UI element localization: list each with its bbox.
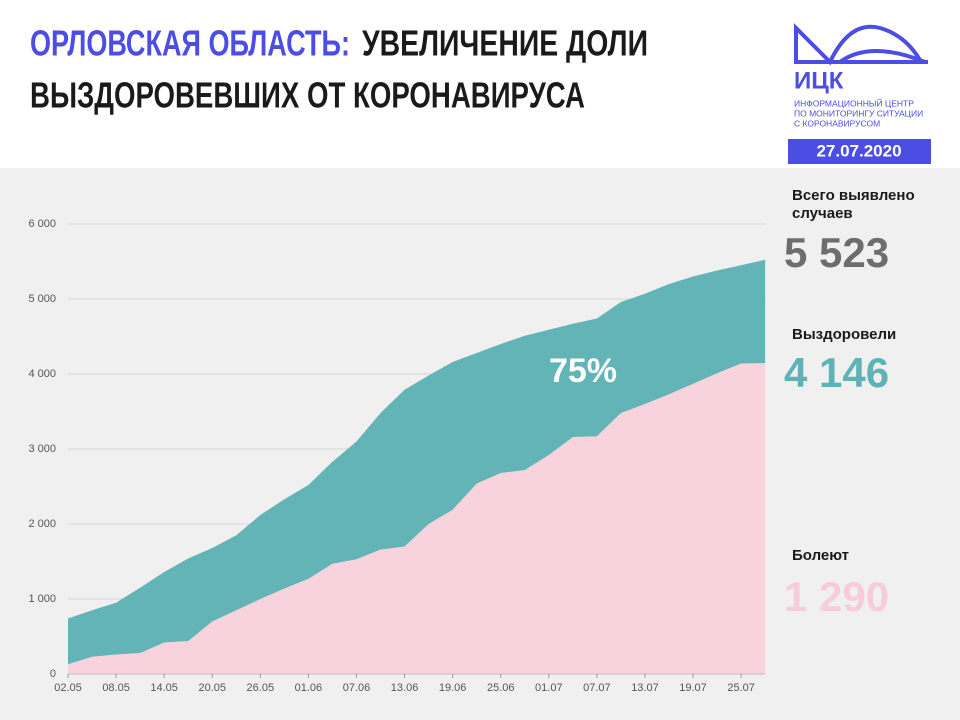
title-line2: ВЫЗДОРОВЕВШИХ ОТ КОРОНАВИРУСА <box>30 75 585 116</box>
logo-text: С КОРОНАВИРУСОМ <box>794 118 880 128</box>
x-tick-label: 07.07 <box>583 682 611 694</box>
x-tick-label: 01.07 <box>535 682 563 694</box>
area <box>68 363 766 674</box>
y-tick-label: 2 000 <box>28 518 56 530</box>
x-tick-label: 19.06 <box>439 682 467 694</box>
x-tick-label: 07.06 <box>343 682 371 694</box>
logo-arc <box>838 49 926 64</box>
x-tick-label: 01.06 <box>295 682 323 694</box>
stat-value: 1 290 <box>784 573 889 620</box>
stat-label: Выздоровели <box>792 326 896 343</box>
stat-value: 5 523 <box>784 229 889 276</box>
x-tick-label: 02.05 <box>54 682 82 694</box>
annotation: 75% <box>549 352 617 390</box>
x-tick-label: 08.05 <box>102 682 130 694</box>
x-tick-label: 14.05 <box>150 682 178 694</box>
title: УВЕЛИЧЕНИЕ ДОЛИ <box>362 23 648 64</box>
y-tick-label: 6 000 <box>28 218 56 230</box>
logo-text: ИНФОРМАЦИОННЫЙ ЦЕНТР <box>794 97 914 108</box>
x-tick-label: 19.07 <box>679 682 707 694</box>
logo-text: ПО МОНИТОРИНГУ СИТУАЦИИ <box>794 108 923 118</box>
x-tick-label: 25.06 <box>487 682 515 694</box>
y-tick-label: 5 000 <box>28 293 56 305</box>
y-tick-label: 1 000 <box>28 593 56 605</box>
x-tick-label: 26.05 <box>247 682 275 694</box>
x-tick-label: 20.05 <box>198 682 226 694</box>
x-tick-label: 13.06 <box>391 682 419 694</box>
logo <box>794 23 928 66</box>
y-tick-label: 3 000 <box>28 443 56 455</box>
title-region: ОРЛОВСКАЯ ОБЛАСТЬ: <box>30 23 350 64</box>
x-tick-label: 13.07 <box>631 682 659 694</box>
stat-value: 4 146 <box>784 349 889 396</box>
logo-name: ИЦК <box>794 67 844 94</box>
y-tick-label: 4 000 <box>28 368 56 380</box>
date: 27.07.2020 <box>816 141 901 160</box>
logo-arc <box>794 23 922 66</box>
x-tick-label: 25.07 <box>727 682 755 694</box>
stat-label: Всего выявлено случаев <box>792 187 915 222</box>
area <box>68 259 766 665</box>
y-tick-label: 0 <box>50 668 56 680</box>
date-box <box>788 139 931 164</box>
stat-label: Болеют <box>792 547 849 564</box>
